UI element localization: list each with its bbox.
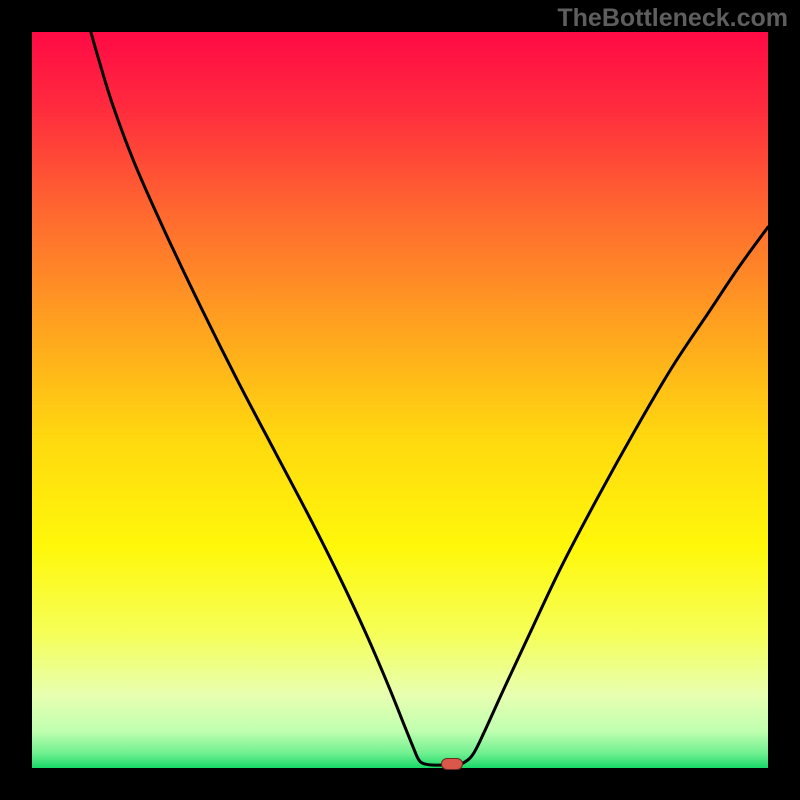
bottleneck-chart: TheBottleneck.com bbox=[0, 0, 800, 800]
watermark-text: TheBottleneck.com bbox=[557, 4, 788, 33]
plot-area bbox=[32, 32, 768, 768]
optimal-point-marker bbox=[441, 758, 463, 770]
bottleneck-curve bbox=[32, 32, 768, 768]
